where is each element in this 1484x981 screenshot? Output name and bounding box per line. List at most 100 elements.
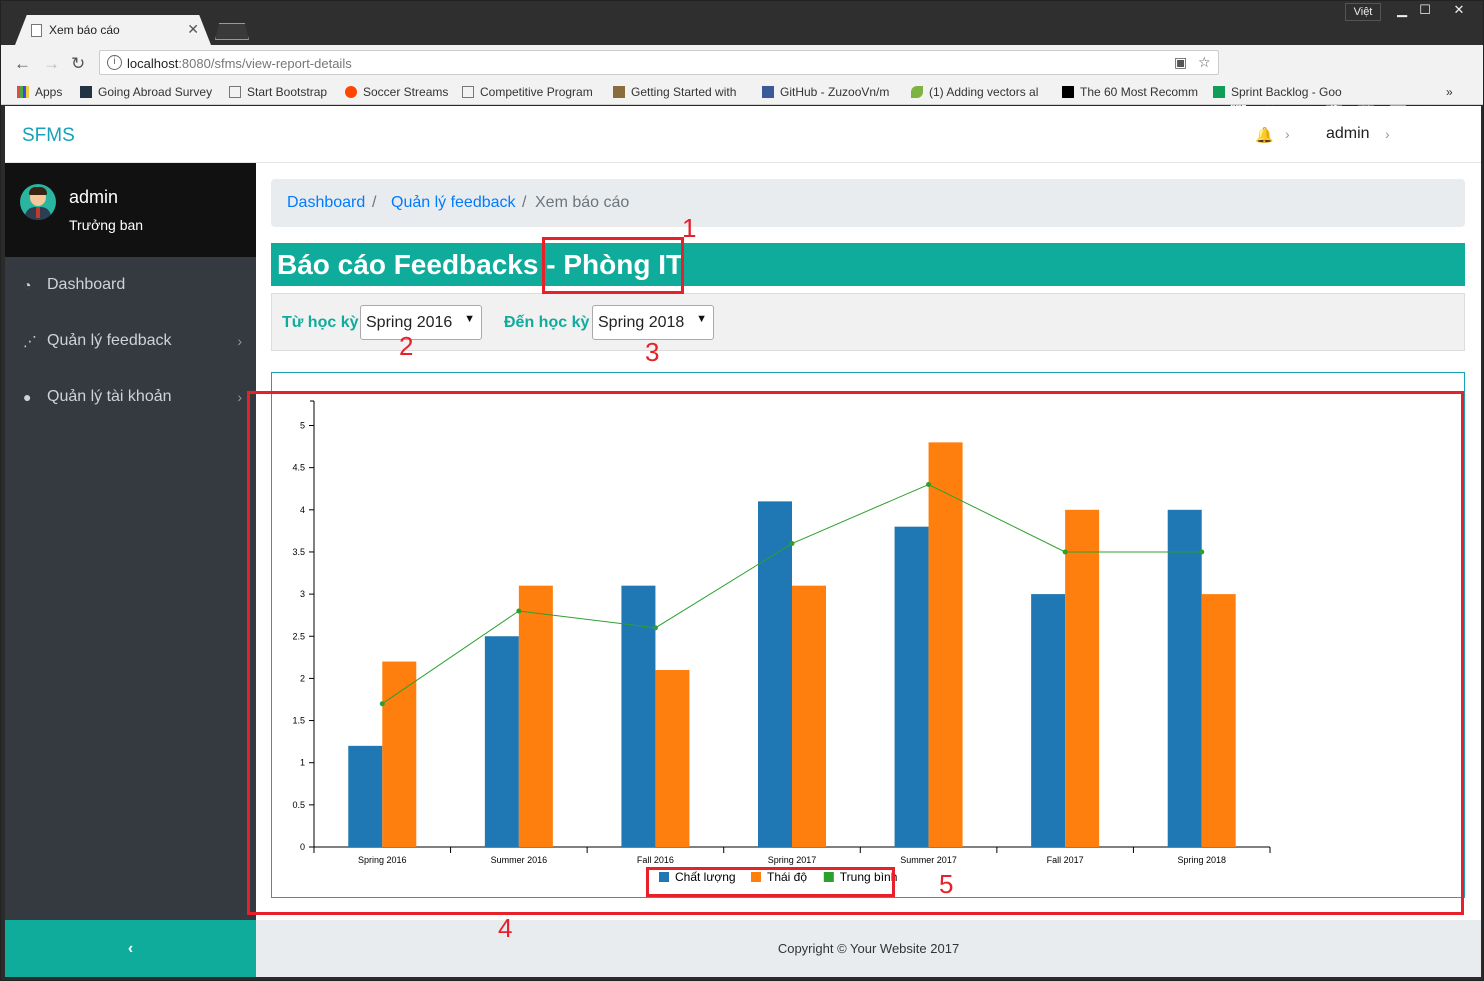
bar-thai-do bbox=[1201, 594, 1236, 847]
more-bookmarks-icon[interactable]: » bbox=[1446, 85, 1453, 99]
bookmark-apps[interactable]: Apps bbox=[17, 85, 62, 99]
avatar bbox=[20, 184, 56, 220]
cast-icon[interactable]: ▣ bbox=[1174, 54, 1188, 70]
line-point bbox=[926, 482, 932, 488]
report-title-bar: Báo cáo Feedbacks - Phòng IT bbox=[271, 243, 1465, 286]
sidebar-item-feedback[interactable]: ⋰ Quản lý feedback › bbox=[5, 323, 256, 363]
forward-icon[interactable]: → bbox=[43, 54, 60, 73]
y-tick-label: 3.5 bbox=[292, 547, 305, 557]
annotation-box-4 bbox=[247, 391, 1464, 915]
y-tick-label: 2 bbox=[300, 673, 305, 683]
bar-chat-luong bbox=[894, 526, 929, 847]
legend-label: Chất lượng bbox=[675, 870, 736, 884]
breadcrumb-feedback[interactable]: Quản lý feedback bbox=[391, 194, 516, 211]
bookmark-item[interactable]: Soccer Streams bbox=[345, 85, 448, 99]
sidebar-toggle-button[interactable]: ‹ bbox=[5, 920, 256, 977]
x-tick-label: Summer 2016 bbox=[491, 855, 548, 865]
from-semester-value: Spring 2016 bbox=[366, 314, 453, 331]
bar-thai-do bbox=[792, 585, 826, 847]
y-tick-label: 1 bbox=[300, 758, 305, 768]
bar-thai-do bbox=[518, 585, 553, 847]
sidebar-item-accounts[interactable]: ● Quản lý tài khoản › bbox=[5, 379, 256, 419]
sidebar-item-label: Quản lý feedback bbox=[47, 332, 172, 349]
bookmark-item[interactable]: Start Bootstrap bbox=[229, 85, 327, 99]
breadcrumb-separator: / bbox=[372, 194, 377, 211]
bookmark-site-icon bbox=[613, 86, 625, 98]
bookmark-item[interactable]: Sprint Backlog - Goo bbox=[1213, 85, 1349, 99]
top-navbar: SFMS 🔔 › admin › bbox=[5, 106, 1481, 163]
line-point bbox=[516, 608, 522, 614]
bell-icon[interactable]: 🔔 bbox=[1255, 127, 1274, 144]
caret-down-icon: ▼ bbox=[464, 313, 475, 325]
eyedropper-icon[interactable]: ✎ bbox=[1297, 98, 1313, 114]
maximize-icon[interactable]: ☐ bbox=[1419, 2, 1431, 17]
page-icon bbox=[229, 86, 241, 98]
facebook-icon bbox=[762, 86, 774, 98]
x-tick-label: Spring 2018 bbox=[1177, 855, 1226, 865]
reload-icon[interactable]: ↻ bbox=[71, 54, 86, 73]
user-menu[interactable]: admin bbox=[1326, 125, 1370, 142]
back-icon[interactable]: ← bbox=[14, 54, 31, 73]
bookmark-item[interactable]: (1) Adding vectors al bbox=[911, 85, 1047, 99]
legend-label: Thái độ bbox=[767, 870, 807, 884]
chevron-right-icon: › bbox=[237, 389, 242, 405]
line-point bbox=[1062, 549, 1068, 555]
y-tick-label: 3 bbox=[300, 589, 305, 599]
line-point bbox=[652, 625, 658, 631]
from-semester-select[interactable]: Spring 2016 ▼ bbox=[360, 305, 482, 340]
url-text: localhost:8080/sfms/view-report-details bbox=[127, 56, 352, 71]
dashboard-icon: ◔ bbox=[23, 277, 32, 293]
breadcrumb: Dashboard / Quản lý feedback / Xem báo c… bbox=[271, 179, 1465, 227]
user-circle-icon: ● bbox=[23, 389, 32, 405]
x-tick-label: Spring 2016 bbox=[358, 855, 407, 865]
bar-thai-do bbox=[655, 669, 690, 847]
y-tick-label: 2.5 bbox=[292, 631, 305, 641]
bookmark-item[interactable]: Going Abroad Survey bbox=[80, 85, 212, 99]
minimize-icon[interactable]: ▁ bbox=[1397, 2, 1407, 17]
rss-icon: ⋰ bbox=[23, 333, 37, 349]
bar-chat-luong bbox=[758, 501, 792, 847]
circle-extension-icon[interactable]: ○ bbox=[1262, 98, 1278, 114]
bookmark-item[interactable]: GitHub - ZuzooVn/m bbox=[762, 85, 898, 99]
bar-chat-luong bbox=[484, 636, 519, 847]
bookmark-item[interactable]: The 60 Most Recomm bbox=[1062, 85, 1198, 99]
y-tick-label: 4.5 bbox=[292, 463, 305, 473]
to-semester-select[interactable]: Spring 2018 ▼ bbox=[592, 305, 714, 340]
chevron-right-icon: › bbox=[1385, 126, 1390, 142]
close-window-icon[interactable]: ✕ bbox=[1453, 2, 1465, 17]
bookmark-item[interactable]: Getting Started with bbox=[613, 85, 751, 99]
sidebar-item-label: Dashboard bbox=[47, 276, 126, 293]
bookmark-item[interactable]: Competitive Program bbox=[462, 85, 598, 99]
annotation-label-3: 3 bbox=[645, 337, 660, 367]
breadcrumb-dashboard[interactable]: Dashboard bbox=[287, 194, 366, 211]
bar-thai-do bbox=[1065, 509, 1100, 847]
brand-logo[interactable]: SFMS bbox=[22, 125, 75, 146]
info-icon[interactable]: i bbox=[107, 55, 122, 70]
annotation-label-1: 1 bbox=[682, 213, 697, 243]
chart-card: 0 0.5 1 1.5 2 2.5 3 3.5 4 4.5 5 Spring 2016 Summer 2… bbox=[271, 372, 1465, 898]
bookmark-star-icon[interactable]: ☆ bbox=[1198, 54, 1211, 70]
language-indicator[interactable]: Việt bbox=[1345, 3, 1381, 21]
browser-tab[interactable]: Xem báo cáo ✕ bbox=[15, 15, 211, 45]
address-bar[interactable]: i localhost:8080/sfms/view-report-detail… bbox=[99, 50, 1219, 75]
bar-chat-luong bbox=[621, 585, 656, 847]
user-role: Trưởng ban bbox=[69, 217, 144, 233]
page-icon bbox=[31, 24, 42, 37]
apps-grid-icon bbox=[17, 86, 29, 98]
footer: Copyright © Your Website 2017 bbox=[256, 920, 1481, 977]
new-tab-button[interactable] bbox=[215, 23, 249, 40]
sidebar-item-label: Quản lý tài khoản bbox=[47, 388, 172, 405]
title-bar: Xem báo cáo ✕ Việt ▁ ☐ ✕ bbox=[1, 1, 1483, 45]
y-tick-label: 5 bbox=[300, 421, 305, 431]
legend-label: Trung bình bbox=[840, 870, 898, 884]
annotation-box-1 bbox=[542, 237, 684, 294]
close-tab-icon[interactable]: ✕ bbox=[187, 21, 199, 37]
sidebar-item-dashboard[interactable]: ◔ Dashboard bbox=[5, 267, 256, 307]
legend-swatch bbox=[751, 872, 761, 882]
y-tick-label: 0.5 bbox=[292, 800, 305, 810]
bar-chat-luong bbox=[348, 745, 383, 847]
x-tick-label: Fall 2016 bbox=[637, 855, 674, 865]
x-tick-label: Fall 2017 bbox=[1047, 855, 1084, 865]
from-semester-label: Từ học kỳ bbox=[282, 314, 359, 331]
line-point bbox=[379, 701, 385, 707]
